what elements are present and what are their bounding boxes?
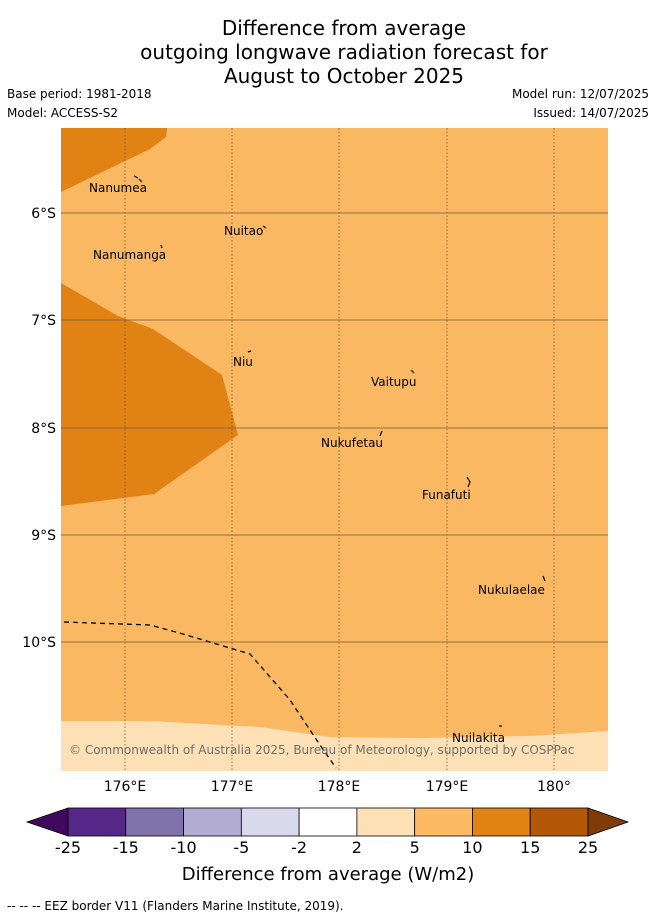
band-10-15-region-west: [61, 283, 238, 506]
colorbar-tick-label: 5: [410, 838, 420, 857]
place-label-nanumea: Nanumea: [89, 181, 147, 195]
title-line-3: August to October 2025: [223, 64, 465, 88]
colorbar-segment: [356, 807, 416, 837]
colorbar-extend-max: [587, 807, 630, 837]
island-nuitao: [262, 225, 267, 229]
band-10-15-region-north: [61, 128, 167, 192]
lon-tick-180: 180°: [537, 779, 571, 795]
lat-tick-8s: 8°S: [31, 421, 56, 437]
meridians: [124, 128, 555, 771]
title-line-2: outgoing longwave radiation forecast for: [140, 40, 548, 64]
colorbar-tick-label: 15: [520, 838, 540, 857]
colorbar-tick-label: 2: [352, 838, 362, 857]
colorbar-segment: [125, 807, 184, 837]
lat-tick-7s: 7°S: [31, 313, 56, 329]
island-nukufetau: [379, 430, 383, 437]
island-funafuti: [466, 476, 471, 488]
lat-tick-10s: 10°S: [22, 635, 56, 651]
eez-border-line: [63, 621, 337, 769]
islands: [133, 175, 546, 727]
colorbar-segment: [240, 807, 300, 837]
colorbar-segment: [472, 807, 531, 837]
place-label-nukulaelae: Nukulaelae: [478, 583, 545, 597]
colorbar: -25 -15 -10 -5 -2 2 5 10 15 25: [25, 807, 630, 857]
graticule: [61, 212, 608, 643]
lon-tick-176e: 176°E: [104, 779, 147, 795]
model-run: Model run: 12/07/2025: [511, 87, 649, 101]
island-niu: [247, 350, 252, 353]
colorbar-tick-label: -10: [170, 838, 196, 857]
island-nukulaelae: [542, 575, 546, 582]
island-nanumanga: [160, 244, 163, 249]
eez-legend-note: -- -- -- EEZ border V11 (Flanders Marine…: [7, 899, 344, 913]
colorbar-segment: [414, 807, 473, 837]
island-nanumea: [133, 175, 143, 183]
colorbar-segment: [529, 807, 589, 837]
colorbar-tick-label: -15: [113, 838, 139, 857]
band-2-5-region: [61, 721, 608, 771]
lon-tick-177e: 177°E: [211, 779, 254, 795]
base-period: Base period: 1981-2018: [7, 87, 152, 101]
colorbar-label: Difference from average (W/m2): [182, 864, 474, 885]
colorbar-extend-min: [25, 807, 69, 837]
place-label-nukufetau: Nukufetau: [321, 436, 383, 450]
lon-tick-179e: 179°E: [426, 779, 469, 795]
map-title: Difference from average outgoing longwav…: [0, 16, 655, 88]
colorbar-tick-label: -2: [291, 838, 307, 857]
colorbar-tick-label: -5: [233, 838, 249, 857]
colorbar-tick-label: -25: [55, 838, 81, 857]
model-name: Model: ACCESS-S2: [7, 106, 119, 120]
place-label-nanumanga: Nanumanga: [93, 248, 166, 262]
colorbar-segment: [67, 807, 127, 837]
place-label-nuilakita: Nuilakita: [452, 731, 505, 745]
issued-date: Issued: 14/07/2025: [533, 106, 649, 120]
lon-tick-178e: 178°E: [318, 779, 361, 795]
place-label-vaitupu: Vaitupu: [371, 375, 417, 389]
colorbar-segment: [298, 807, 358, 837]
colorbar-tick-label: 10: [462, 838, 482, 857]
place-label-nuitao: Nuitao: [224, 224, 263, 238]
colorbar-tick-label: 25: [578, 838, 598, 857]
place-label-funafuti: Funafuti: [422, 488, 471, 502]
title-line-1: Difference from average: [221, 16, 467, 40]
lat-tick-9s: 9°S: [31, 528, 56, 544]
island-vaitupu: [410, 369, 415, 374]
copyright-notice: © Commonwealth of Australia 2025, Bureau…: [69, 743, 574, 757]
lat-tick-6s: 6°S: [31, 206, 56, 222]
colorbar-segment: [183, 807, 242, 837]
place-label-niu: Niu: [233, 355, 253, 369]
